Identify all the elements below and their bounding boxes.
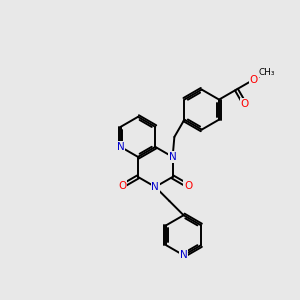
Text: CH₃: CH₃	[259, 68, 275, 76]
Text: O: O	[118, 181, 127, 191]
Text: O: O	[250, 75, 258, 85]
Text: O: O	[184, 181, 192, 191]
Text: O: O	[241, 99, 249, 109]
Text: N: N	[152, 182, 159, 192]
Text: N: N	[117, 142, 124, 152]
Text: N: N	[169, 152, 176, 162]
Text: N: N	[180, 250, 188, 260]
